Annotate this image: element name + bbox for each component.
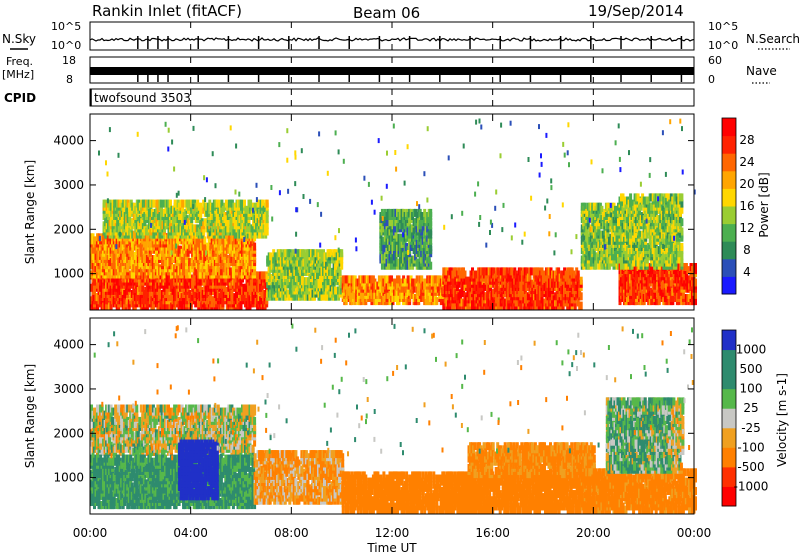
cpid-label: CPID [4,91,36,105]
heatmap-cell [199,203,202,211]
freq-label-line2: [MHz] [2,68,34,81]
cpid-value: twofsound 3503 [94,91,191,105]
heatmap-cell [530,267,533,275]
heatmap-cell [340,249,343,257]
heatmap-cell [152,200,155,208]
heatmap-cell [181,200,184,208]
nave-tick-top: 60 [708,54,722,67]
heatmap-cell [580,277,583,285]
heatmap-cell [253,243,256,251]
station-title: Rankin Inlet (fitACF) [92,2,242,20]
heatmap-cell [580,302,583,310]
freq-label-line1: Freq. [6,55,33,68]
heatmap-cell [203,236,206,244]
beam-label: Beam 06 [353,4,420,22]
heatmap-cell [245,206,248,214]
heatmap-cell [572,271,575,279]
heatmap-cell [266,200,269,208]
heatmap-cell [577,271,580,279]
noise-left-tick-top: 10^5 [51,20,81,33]
heatmap-cell [580,292,583,300]
nave-label: Nave [746,64,777,78]
freq-band [90,67,694,75]
heatmap-cell [429,262,432,270]
power-heatmap-cells [90,119,697,311]
noise-left-tick-bottom: 10^0 [51,39,81,52]
heatmap-cell [429,209,432,217]
noise-sky-line [90,38,694,41]
noise-right-label: N.Search [746,32,800,46]
freq-tick-top: 18 [62,54,76,67]
freq-tick-bottom: 8 [66,73,73,86]
noise-left-label: N.Sky [2,32,36,46]
heatmap-cell [542,271,545,279]
nave-tick-bottom: 0 [708,73,715,86]
noise-right-tick-bottom: 10^0 [708,39,738,52]
date-label: 19/Sep/2014 [588,2,684,20]
heatmap-cell [435,297,438,305]
noise-right-tick-top: 10^5 [708,20,738,33]
heatmap-cell [160,200,163,208]
